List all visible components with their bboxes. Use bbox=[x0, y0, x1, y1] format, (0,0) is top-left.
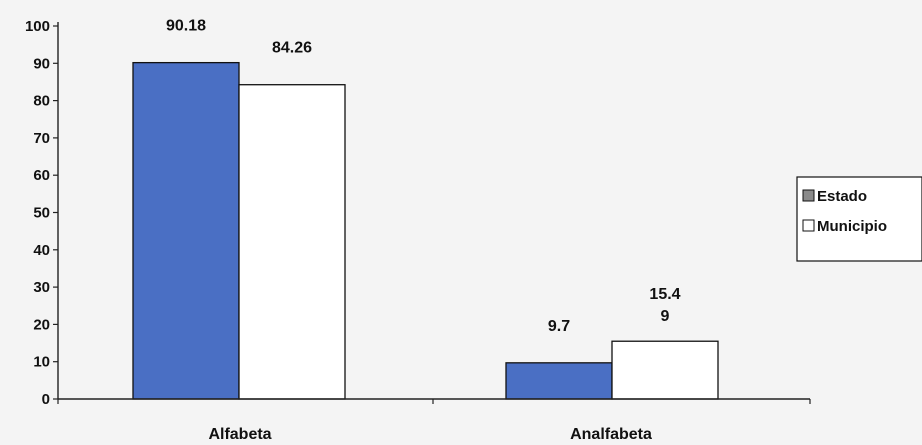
bars: 90.18 84.26 9.7 15.4 9 bbox=[133, 18, 718, 399]
legend-label-estado: Estado bbox=[817, 188, 867, 205]
data-label-municipio-analfabeta: 15.4 9 bbox=[649, 286, 680, 325]
y-tick-label: 20 bbox=[33, 316, 50, 333]
y-tick-label: 40 bbox=[33, 242, 50, 259]
x-axis: Alfabeta Analfabeta bbox=[58, 399, 810, 443]
y-axis: 0 10 20 30 40 50 60 70 80 90 100 bbox=[25, 18, 58, 408]
y-tick-label: 80 bbox=[33, 93, 50, 110]
bar-municipio-alfabeta bbox=[239, 85, 345, 399]
x-category-label: Alfabeta bbox=[208, 426, 271, 443]
legend-label-municipio: Municipio bbox=[817, 218, 887, 235]
legend: Estado Municipio bbox=[797, 177, 922, 261]
y-tick-label: 30 bbox=[33, 279, 50, 296]
data-label-estado-analfabeta: 9.7 bbox=[548, 318, 570, 335]
legend-swatch-estado bbox=[803, 190, 814, 201]
y-tick-label: 70 bbox=[33, 130, 50, 147]
y-tick-label: 10 bbox=[33, 354, 50, 371]
y-tick-label: 90 bbox=[33, 55, 50, 72]
bar-estado-alfabeta bbox=[133, 63, 239, 399]
y-tick-label: 50 bbox=[33, 205, 50, 222]
data-label-municipio-alfabeta: 84.26 bbox=[272, 40, 312, 57]
data-label-estado-alfabeta: 90.18 bbox=[166, 18, 206, 35]
y-tick-label: 60 bbox=[33, 167, 50, 184]
legend-swatch-municipio bbox=[803, 220, 814, 231]
y-tick-label: 0 bbox=[42, 391, 50, 408]
bar-estado-analfabeta bbox=[506, 363, 612, 399]
y-tick-label: 100 bbox=[25, 18, 50, 35]
x-category-label: Analfabeta bbox=[570, 426, 652, 443]
bar-municipio-analfabeta bbox=[612, 341, 718, 399]
